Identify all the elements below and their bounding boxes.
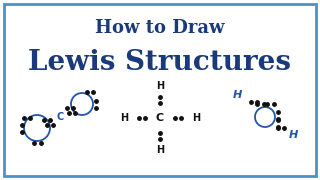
Text: How to Draw: How to Draw [95,19,225,37]
Text: C: C [56,112,64,122]
Text: H: H [232,90,242,100]
Text: H: H [120,113,128,123]
Text: H: H [156,145,164,155]
Text: Lewis Structures: Lewis Structures [28,48,292,75]
Text: C: C [156,113,164,123]
Text: H: H [156,81,164,91]
Text: H: H [192,113,200,123]
Text: H: H [288,130,298,140]
